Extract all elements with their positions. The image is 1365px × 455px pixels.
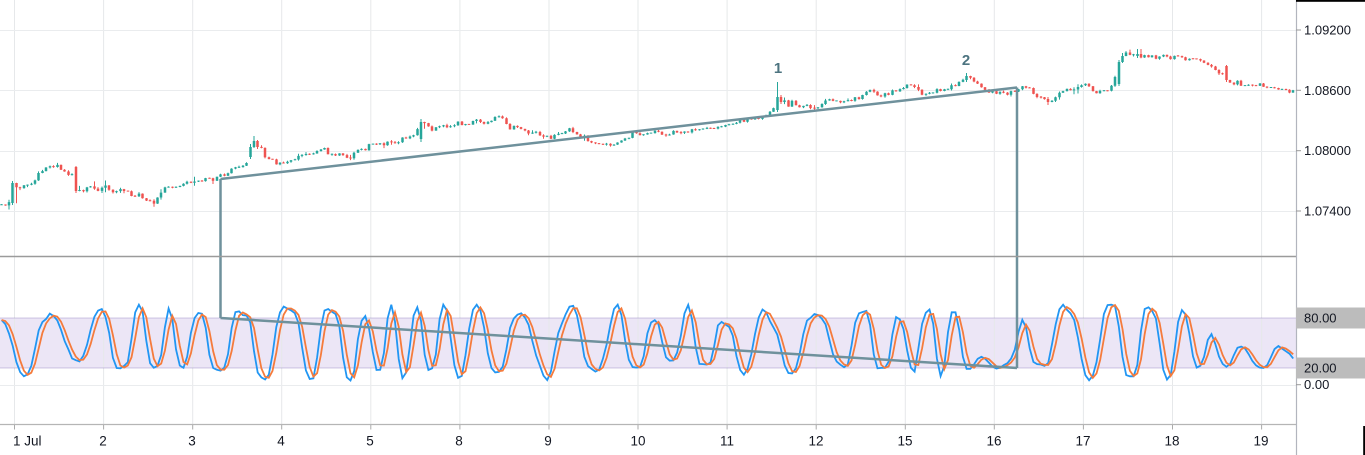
svg-text:2: 2: [962, 52, 970, 69]
svg-text:80.00: 80.00: [1304, 311, 1337, 326]
svg-text:8: 8: [455, 434, 463, 449]
svg-text:10: 10: [630, 434, 645, 449]
svg-text:1: 1: [774, 60, 782, 77]
svg-text:18: 18: [1164, 434, 1179, 449]
svg-text:1 Jul: 1 Jul: [13, 434, 42, 449]
svg-text:4: 4: [277, 434, 285, 449]
svg-text:2: 2: [99, 434, 107, 449]
svg-text:3: 3: [188, 434, 196, 449]
svg-text:9: 9: [544, 434, 552, 449]
svg-text:12: 12: [808, 434, 823, 449]
svg-text:0.00: 0.00: [1304, 377, 1329, 392]
svg-text:1.09200: 1.09200: [1304, 23, 1351, 38]
svg-text:20.00: 20.00: [1304, 361, 1337, 376]
svg-text:16: 16: [986, 434, 1001, 449]
svg-text:1.08600: 1.08600: [1304, 83, 1351, 98]
svg-text:17: 17: [1075, 434, 1090, 449]
svg-text:5: 5: [366, 434, 374, 449]
svg-text:15: 15: [897, 434, 912, 449]
svg-text:1.08000: 1.08000: [1304, 143, 1351, 158]
svg-text:1.07400: 1.07400: [1304, 204, 1351, 219]
svg-text:11: 11: [720, 434, 734, 449]
svg-text:19: 19: [1253, 434, 1268, 449]
